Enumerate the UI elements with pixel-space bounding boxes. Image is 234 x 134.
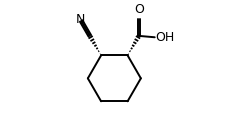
Text: O: O <box>134 3 144 16</box>
Text: N: N <box>76 13 85 26</box>
Text: OH: OH <box>155 31 175 44</box>
